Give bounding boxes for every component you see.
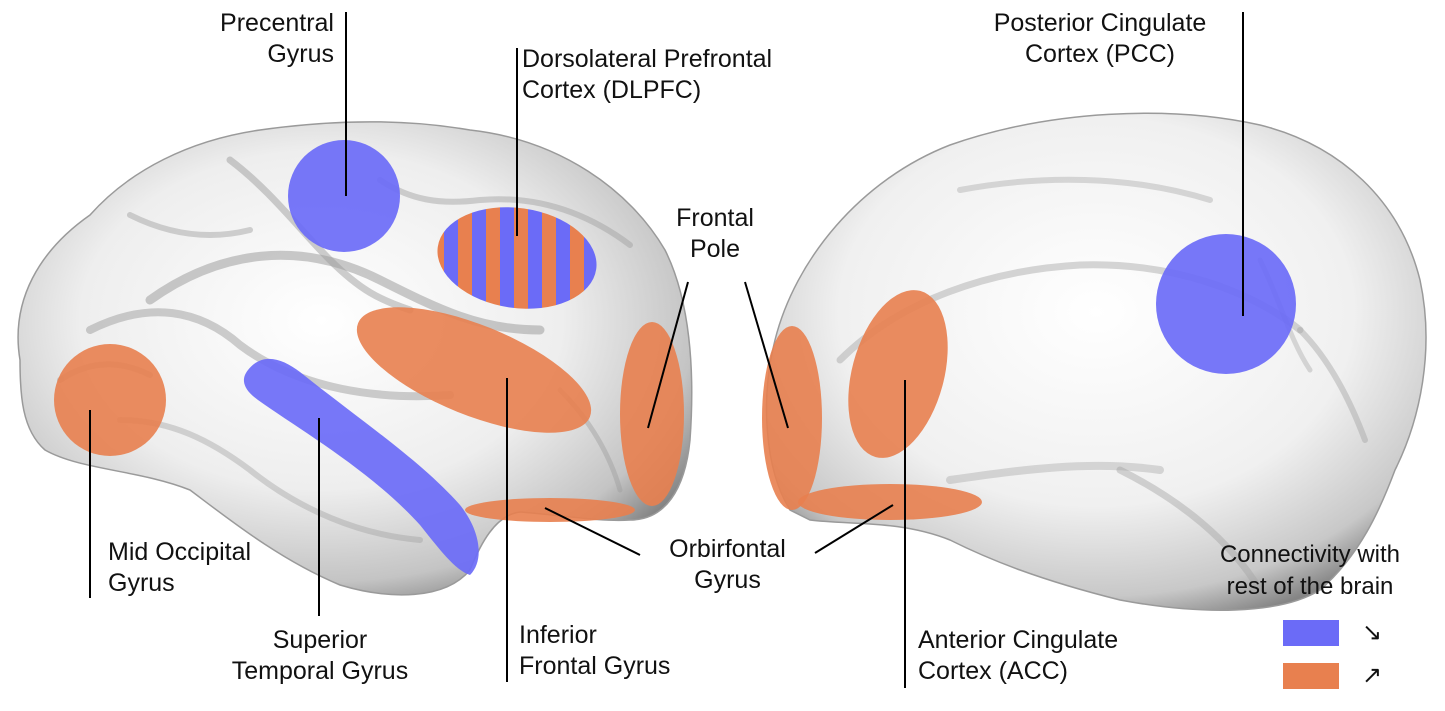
leader-lines [89,12,1244,688]
legend-swatch-decreased [1283,620,1339,646]
leader-orbitofrontal-left [544,507,641,556]
label-superior-temporal-gyrus: Superior Temporal Gyrus [231,626,409,685]
region-frontal-pole-right [762,326,822,510]
left-hemisphere-lateral [17,120,693,596]
label-precentral-gyrus: Precentral Gyrus [220,9,334,68]
label-frontal-pole: Frontal Pole [676,204,754,263]
label-acc: Anterior Cingulate Cortex (ACC) [918,626,1119,685]
right-hemisphere-medial [762,112,1427,611]
region-pcc [1156,234,1296,374]
region-precentral-gyrus [288,140,400,252]
region-orbitofrontal-right [798,484,982,520]
label-pcc: Posterior Cingulate Cortex (PCC) [993,9,1207,68]
label-inferior-frontal-gyrus: Inferior Frontal Gyrus [519,621,671,680]
arrow-up-right-icon: ↗ [1362,662,1383,689]
label-mid-occipital-gyrus: Mid Occipital Gyrus [108,538,252,597]
region-mid-occipital-gyrus [54,344,166,456]
leader-frontal-pole-left [647,281,689,429]
legend-title: Connectivity with rest of the brain [1219,541,1401,600]
region-superior-temporal-gyrus [243,358,479,575]
legend-swatch-increased [1283,663,1339,689]
leader-frontal-pole-right [744,281,789,429]
leader-orbitofrontal-right [814,504,894,554]
arrow-down-right-icon: ↘ [1362,619,1383,646]
label-dlpfc: Dorsolateral Prefrontal Cortex (DLPFC) [522,45,773,104]
region-acc [848,290,948,458]
label-orbitofrontal-gyrus: Orbirfontal Gyrus [669,535,786,594]
region-inferior-frontal-gyrus [356,307,592,433]
